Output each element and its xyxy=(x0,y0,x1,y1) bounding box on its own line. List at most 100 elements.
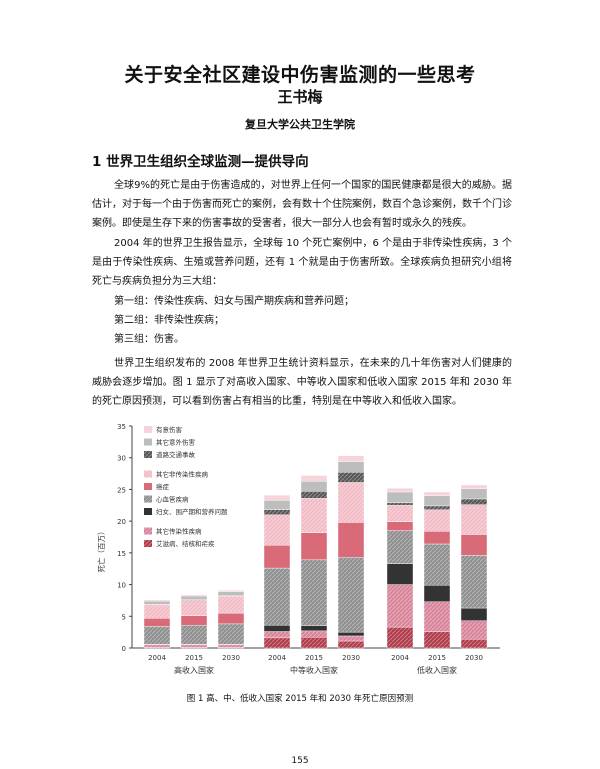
bar-segment xyxy=(423,531,451,545)
bar-segment-hatch xyxy=(218,595,244,614)
bar-segment-hatch xyxy=(461,498,487,505)
bar-segment-hatch xyxy=(181,644,207,648)
bar-segment xyxy=(337,522,365,558)
bar-segment xyxy=(386,521,414,531)
x-tick-label: 2004 xyxy=(148,654,166,662)
bar-segment xyxy=(423,495,451,507)
bar-segment xyxy=(300,480,328,492)
bar-segment-hatch xyxy=(218,647,244,648)
bar-segment xyxy=(337,631,365,637)
bar-segment xyxy=(217,590,245,592)
bar-segment-hatch xyxy=(338,557,364,633)
bar-segment-hatch xyxy=(181,625,207,645)
bar-segment xyxy=(460,484,488,489)
bar-segment-hatch xyxy=(461,555,487,609)
bar-segment-hatch xyxy=(181,647,207,648)
paper-title: 关于安全社区建设中伤害监测的一些思考 xyxy=(124,64,476,86)
legend-label: 其它传染性疾病 xyxy=(156,527,202,536)
bar-segment-hatch xyxy=(387,627,413,648)
x-tick-label: 2030 xyxy=(342,654,360,662)
bar-segment-hatch xyxy=(144,644,170,648)
bar-segment xyxy=(143,600,171,605)
bar-segment-hatch xyxy=(461,620,487,640)
bar-segment-hatch xyxy=(264,509,290,515)
x-tick-label: 2030 xyxy=(465,654,483,662)
bar-segment xyxy=(180,615,208,626)
bar-segment-hatch xyxy=(338,472,364,483)
legend-label: 道路交通事故 xyxy=(156,450,196,459)
x-tick-label: 2030 xyxy=(222,654,240,662)
bar-segment-hatch xyxy=(387,530,413,564)
legend-label: 其它非传染性疾病 xyxy=(156,470,209,479)
bar-segment xyxy=(386,487,414,493)
legend-label: 有意伤害 xyxy=(156,425,183,434)
body-paragraph: 全球9%的死亡是由于伤害造成的，对世界上任何一个国家的国民健康都是很大的威胁。据… xyxy=(92,180,512,229)
body-paragraph: 第三组：伤害。 xyxy=(114,334,184,345)
bar-segment-hatch xyxy=(387,584,413,628)
body-paragraph: 世界卫生组织发布的 2008 年世界卫生统计资料显示，在未来的几十年伤害对人们健… xyxy=(92,358,512,407)
y-tick-label: 30 xyxy=(117,455,126,463)
bar-segment xyxy=(263,500,291,510)
y-axis-label: 死亡（百万） xyxy=(96,528,106,573)
bar-segment xyxy=(460,607,488,621)
x-tick-label: 2015 xyxy=(428,654,446,662)
bar-segment xyxy=(337,455,365,462)
death-causes-stacked-bar-chart: 0 5 10 15 20 25 30 35 死亡（百万） 2004 2015 2030 高收入国家 200… xyxy=(96,423,500,675)
bar-segment xyxy=(300,625,328,632)
bar-segment-hatch xyxy=(301,559,327,626)
bar-segment-hatch xyxy=(218,644,244,648)
bar-segment-hatch xyxy=(218,623,244,645)
page-number: 155 xyxy=(291,756,309,766)
bar-segment-hatch xyxy=(301,637,327,648)
bar-segment xyxy=(143,617,171,627)
body-paragraph: 第一组：传染性疾病、妇女与围产期疾病和营养问题； xyxy=(114,296,354,307)
bar-segment-hatch xyxy=(387,502,413,506)
bar-segment-hatch xyxy=(338,482,364,523)
bar-segment xyxy=(460,488,488,500)
bar-segment-hatch xyxy=(264,568,290,626)
bar-segment-hatch xyxy=(264,631,290,638)
bar-segment-hatch xyxy=(301,498,327,533)
author-name: 王书梅 xyxy=(277,88,323,106)
body-paragraph: 2004 年的世界卫生报告显示，全球每 10 个死亡案例中，6 个是由于非传染性… xyxy=(92,238,512,287)
legend-label: 心血管疾病 xyxy=(156,495,189,504)
bar-segment xyxy=(460,534,488,556)
bar-segment-hatch xyxy=(144,604,170,619)
legend-swatch-hatch xyxy=(144,527,152,535)
bar-segment-hatch xyxy=(338,635,364,642)
bar-segment xyxy=(217,612,245,625)
bar-segment-hatch xyxy=(144,626,170,645)
bar-segment-hatch xyxy=(264,514,290,546)
legend-swatch xyxy=(144,483,152,490)
y-tick-label: 35 xyxy=(117,423,126,431)
legend-swatch xyxy=(144,426,152,433)
y-tick-label: 0 xyxy=(122,645,126,653)
figure-caption: 图 1 高、中、低收入国家 2015 年和 2030 年死亡原因预测 xyxy=(186,694,414,704)
bar-segment-hatch xyxy=(264,637,290,648)
bar-segment-hatch xyxy=(424,631,450,648)
y-tick-label: 10 xyxy=(117,582,126,590)
bar-segment xyxy=(180,594,208,597)
bar-segment xyxy=(143,599,171,602)
bar-segment xyxy=(263,624,291,632)
bar-segment xyxy=(300,475,328,482)
bar-segment xyxy=(263,494,291,501)
group-label: 高收入国家 xyxy=(174,665,214,675)
legend-swatch xyxy=(144,438,152,446)
bar-segment-hatch xyxy=(301,630,327,638)
bar-segment-hatch xyxy=(338,641,364,648)
bar-segment-hatch xyxy=(424,505,450,510)
legend-swatch-hatch xyxy=(144,495,152,503)
legend-swatch-hatch xyxy=(144,470,152,478)
legend-label: 癌症 xyxy=(156,482,170,491)
bar-segment-hatch xyxy=(218,595,244,596)
bar-segment-hatch xyxy=(144,604,170,605)
legend-label: 其它意外伤害 xyxy=(156,438,196,447)
bar-segment-hatch xyxy=(424,509,450,532)
y-tick-label: 25 xyxy=(117,486,126,494)
bar-segment-hatch xyxy=(387,505,413,522)
bar-segment xyxy=(423,585,451,602)
author-affiliation: 复旦大学公共卫生学院 xyxy=(245,118,355,131)
group-label: 低收入国家 xyxy=(417,665,457,675)
bar-segment-hatch xyxy=(301,491,327,499)
